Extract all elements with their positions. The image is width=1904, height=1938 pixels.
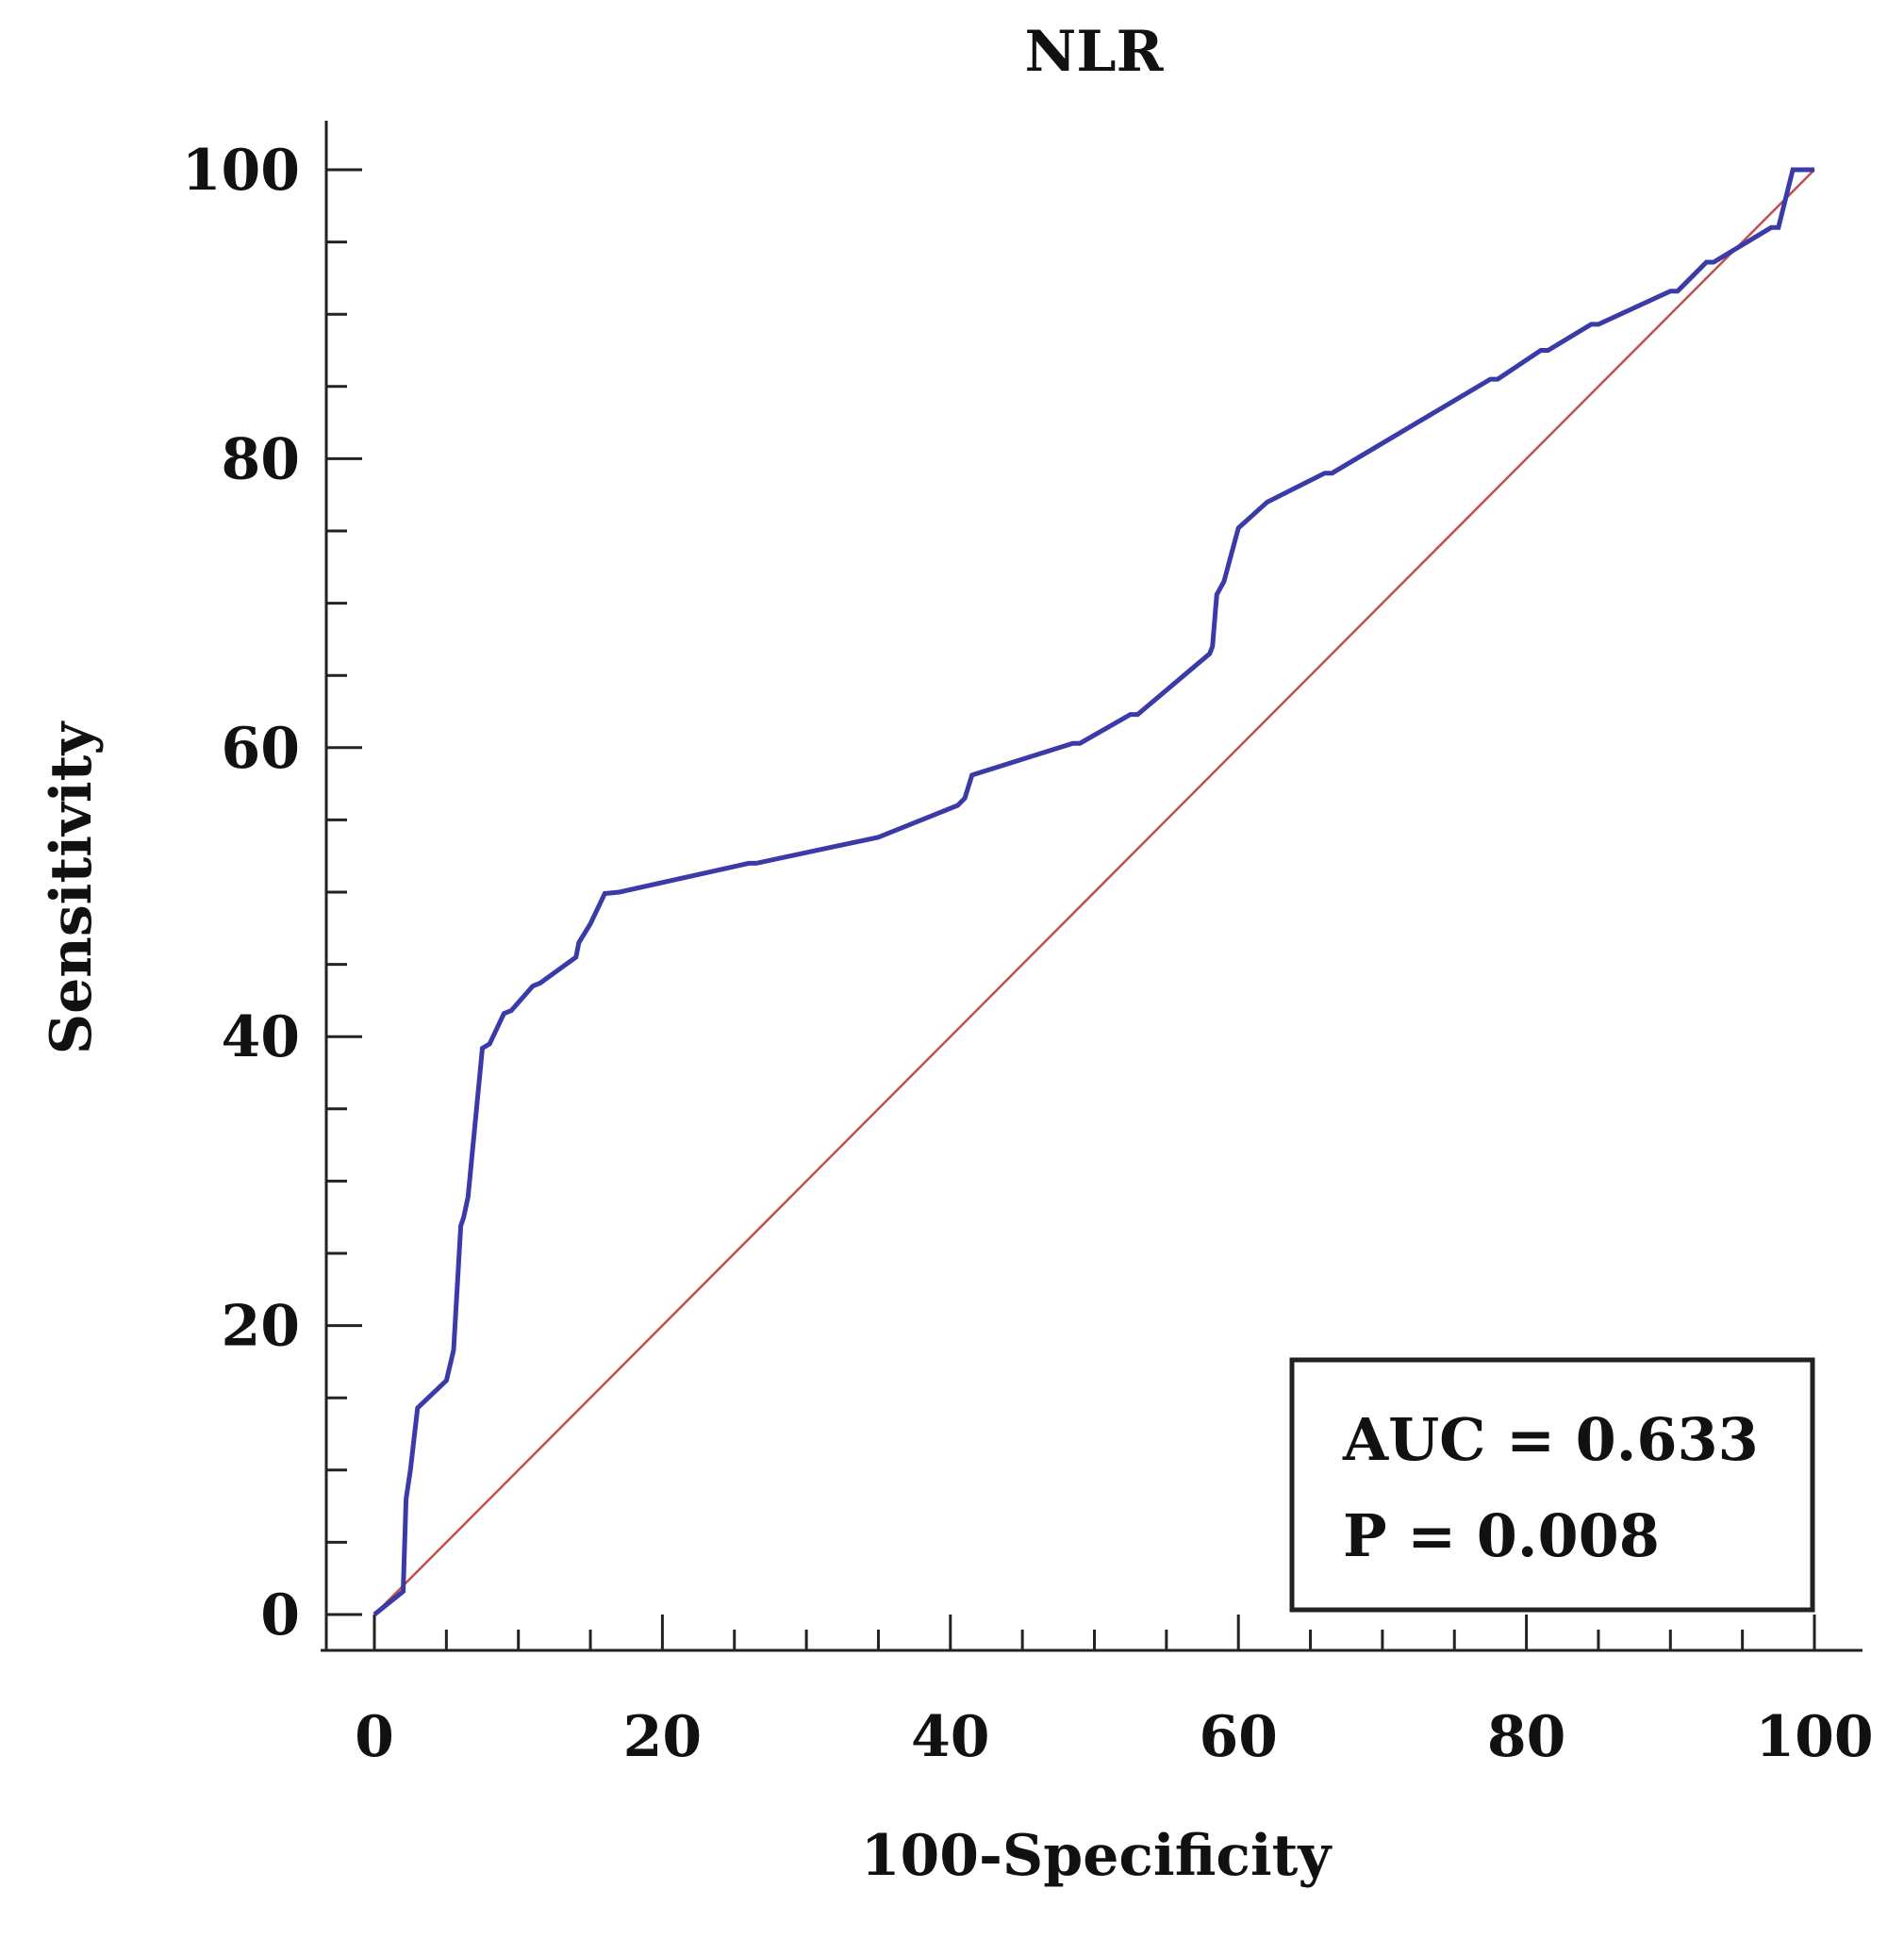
x-tick-label: 80 <box>1487 1704 1566 1770</box>
axes <box>321 121 1863 1652</box>
auc-annotation: AUC = 0.633 <box>1342 1405 1759 1474</box>
ticks <box>326 168 1816 1650</box>
x-tick-label: 60 <box>1199 1704 1278 1770</box>
chart-title: NLR <box>1025 19 1165 85</box>
x-axis-label: 100-Specificity <box>861 1823 1333 1889</box>
y-axis-label: Sensitivity <box>39 721 105 1055</box>
roc-curve <box>373 167 1814 1616</box>
y-tick-label: 80 <box>222 426 301 492</box>
x-tick-label: 40 <box>911 1704 990 1770</box>
y-tick-label: 60 <box>222 716 301 782</box>
stats-box-frame <box>1289 1357 1815 1613</box>
reference-line <box>373 169 1815 1615</box>
x-tick-label: 0 <box>355 1704 394 1770</box>
x-tick-label: 100 <box>1755 1704 1873 1770</box>
y-tick-label: 0 <box>260 1582 300 1648</box>
y-tick-label: 100 <box>182 138 300 204</box>
tick-labels: 0 20 40 60 80 100 0 20 40 60 80 100 <box>182 138 1874 1770</box>
y-tick-label: 40 <box>222 1004 301 1070</box>
y-tick-label: 20 <box>222 1294 301 1360</box>
x-tick-label: 20 <box>623 1704 703 1770</box>
stats-box: AUC = 0.633 P = 0.008 <box>1289 1357 1815 1613</box>
p-value-annotation: P = 0.008 <box>1343 1501 1660 1570</box>
